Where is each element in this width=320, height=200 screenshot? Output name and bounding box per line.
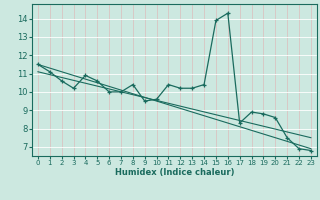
X-axis label: Humidex (Indice chaleur): Humidex (Indice chaleur) xyxy=(115,168,234,177)
